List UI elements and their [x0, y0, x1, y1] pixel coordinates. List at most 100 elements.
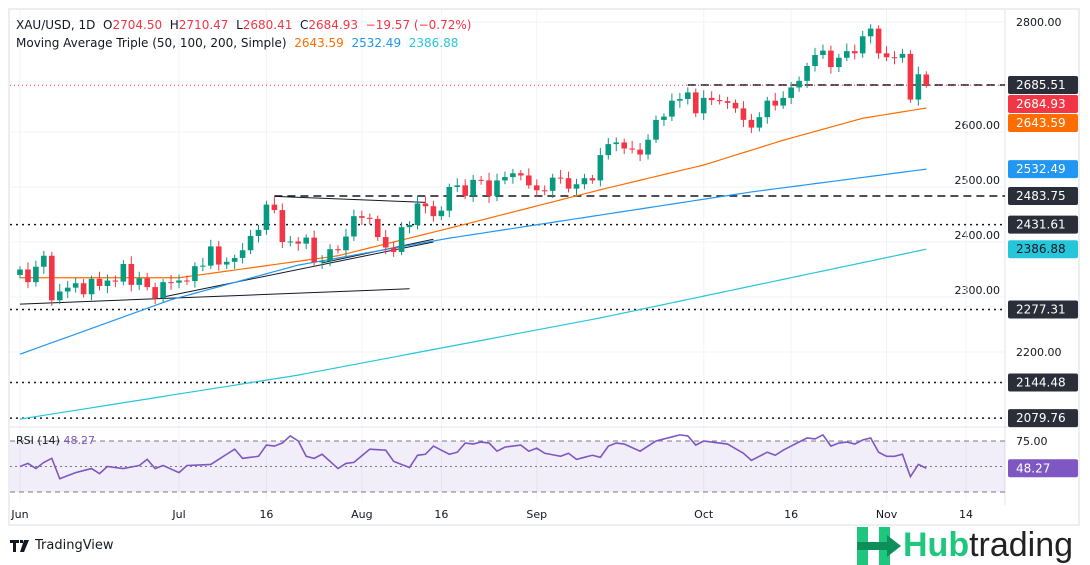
candle-body: [422, 203, 429, 207]
sma50-value: 2643.59: [294, 36, 344, 50]
trend-line: [163, 241, 434, 298]
candle-body: [263, 204, 270, 230]
candle-body: [494, 180, 500, 196]
candle-body: [215, 246, 222, 265]
level-price-label-bg: [1008, 409, 1078, 428]
candle-body: [303, 237, 309, 244]
candle-body: [828, 50, 834, 68]
candle-body: [677, 99, 683, 101]
candle-body: [160, 282, 166, 299]
change-value: −19.57 (−0.72%): [365, 18, 472, 32]
candle-body: [836, 57, 842, 68]
rsi-legend-value: 48.27: [63, 434, 95, 447]
candle-body: [446, 187, 453, 211]
x-tick-label: Jul: [171, 508, 185, 521]
candle-body: [367, 217, 373, 219]
sma50-price-label: 2643.59: [1016, 116, 1066, 130]
candle-body: [597, 155, 604, 181]
x-tick-label: 16: [434, 508, 448, 521]
candle-body: [152, 287, 158, 299]
candle-body: [653, 119, 659, 140]
candle-body: [144, 278, 150, 288]
candle-body: [605, 144, 612, 156]
candle-body: [80, 283, 87, 295]
candle-body: [112, 280, 119, 282]
x-tick-label: 16: [784, 508, 798, 521]
candle-body: [772, 100, 779, 106]
candle-body: [454, 185, 461, 187]
candle-body: [327, 249, 333, 262]
x-tick-label: Jun: [10, 508, 28, 521]
candle-body: [844, 51, 850, 58]
trend-line: [19, 288, 410, 305]
ohlc-row: XAU/USD, 1D O2704.50 H2710.47 L2680.41 C…: [16, 18, 472, 32]
candle-body: [223, 261, 230, 265]
candle-body: [637, 149, 643, 155]
candle-body: [343, 236, 349, 251]
x-tick-label: Nov: [876, 508, 898, 521]
sma100-value: 2532.49: [351, 36, 402, 50]
sma200-line: [19, 248, 927, 420]
candle-body: [748, 119, 755, 128]
candle-body: [724, 101, 731, 103]
candle-body: [708, 97, 715, 101]
candle-body: [184, 280, 190, 282]
high-value: 2710.47: [178, 18, 229, 32]
level-price-label: 2277.31: [1016, 302, 1066, 316]
candle-body: [120, 264, 127, 282]
candle-body: [478, 179, 484, 181]
x-tick-label: Sep: [526, 508, 547, 521]
low-value: 2680.41: [242, 18, 293, 32]
chart-legend: XAU/USD, 1D O2704.50 H2710.47 L2680.41 C…: [16, 16, 471, 52]
candle-body: [899, 53, 906, 58]
candle-body: [335, 249, 341, 251]
level-price-label-bg: [1008, 373, 1078, 392]
candle-body: [812, 55, 818, 66]
candle-body: [716, 100, 723, 102]
candle-body: [390, 247, 397, 252]
level-price-label-bg: [1008, 300, 1078, 319]
sma100-line: [19, 168, 927, 355]
candle-body: [867, 28, 874, 37]
candle-body: [669, 100, 675, 117]
x-tick-label: Aug: [351, 508, 372, 521]
sma200-price-label: 2386.88: [1016, 242, 1066, 256]
trend-line: [274, 195, 426, 203]
candle-body: [549, 177, 556, 191]
candle-body: [820, 50, 826, 55]
indicator-name[interactable]: Moving Average Triple (50, 100, 200, Sim…: [16, 36, 287, 50]
candle-body: [208, 246, 214, 266]
candle-body: [685, 92, 691, 99]
candle-body: [796, 80, 802, 88]
candle-body: [581, 178, 588, 185]
candle-body: [518, 173, 524, 176]
candle-body: [33, 266, 39, 283]
candle-body: [398, 227, 405, 252]
candle-body: [621, 142, 627, 149]
candle-body: [279, 210, 286, 242]
candle-body: [859, 36, 866, 54]
open-value: 2704.50: [112, 18, 163, 32]
candle-body: [907, 53, 914, 100]
candle-body: [88, 278, 95, 295]
sma100-price-label-bg: [1008, 160, 1078, 179]
level-price-label-bg: [1008, 186, 1078, 205]
rsi-price-label-bg: [1008, 459, 1078, 478]
chart-frame: [8, 8, 1080, 526]
candle-body: [502, 177, 508, 181]
candle-body: [740, 108, 747, 120]
tradingview-icon: [10, 539, 29, 552]
candle-body: [875, 28, 882, 54]
candle-body: [764, 100, 771, 118]
last-price-label-bg: [1008, 94, 1078, 113]
candle-body: [200, 265, 206, 267]
candle-body: [645, 139, 651, 155]
candle-body: [557, 177, 564, 179]
candle-body: [414, 203, 421, 225]
candle-body: [96, 278, 103, 286]
rsi-legend: RSI (14) 48.27: [16, 434, 95, 447]
candle-body: [430, 206, 437, 217]
candle-body: [136, 278, 143, 285]
candle-body: [565, 178, 572, 189]
